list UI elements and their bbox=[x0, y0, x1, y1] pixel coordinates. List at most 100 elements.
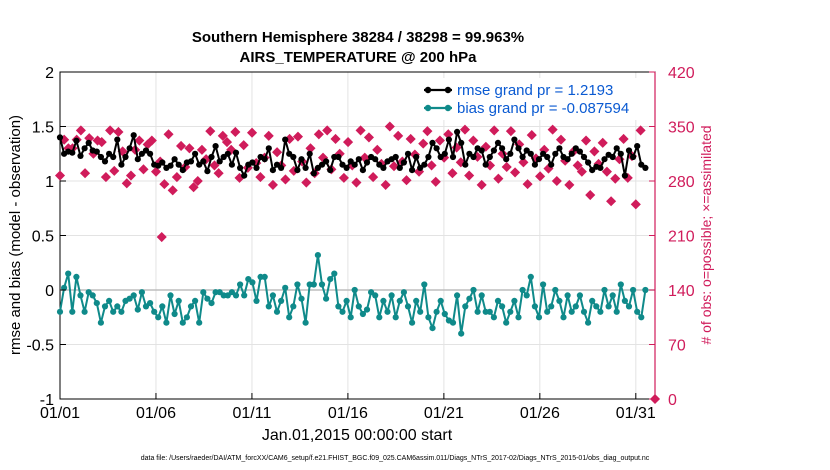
obs-marker-10 bbox=[96, 137, 107, 148]
rmse-point-141 bbox=[634, 143, 641, 150]
rmse-point-27 bbox=[167, 162, 174, 169]
rmse-point-96 bbox=[449, 153, 457, 161]
rmse-point-127 bbox=[576, 148, 584, 155]
rmse-point-0 bbox=[56, 134, 64, 141]
rmse-point-94 bbox=[441, 150, 448, 157]
rmse-point-48 bbox=[253, 164, 260, 171]
bias-point-87 bbox=[413, 297, 420, 304]
obs-marker-80 bbox=[388, 161, 400, 172]
obs-marker-5 bbox=[75, 125, 86, 136]
rmse-point-85 bbox=[404, 150, 412, 157]
rmse-point-57 bbox=[290, 153, 297, 161]
obs-marker-115 bbox=[535, 171, 546, 182]
rmse-point-9 bbox=[93, 148, 100, 155]
x-axis-label: Jan.01,2015 00:00:00 start bbox=[262, 427, 453, 444]
bias-point-64 bbox=[318, 281, 326, 288]
obs-marker-75 bbox=[368, 172, 379, 183]
obs-marker-88 bbox=[422, 126, 433, 137]
obs-marker-125 bbox=[576, 166, 587, 177]
bias-point-101 bbox=[470, 286, 477, 294]
bias-point-141 bbox=[634, 308, 641, 315]
obs-marker-101 bbox=[476, 179, 487, 190]
bias-point-139 bbox=[625, 303, 633, 310]
obs-marker-54 bbox=[280, 174, 291, 185]
rmse-point-79 bbox=[380, 164, 387, 171]
tick-label-right-1: 70 bbox=[668, 338, 686, 355]
rmse-point-44 bbox=[237, 164, 244, 171]
bias-point-122 bbox=[556, 297, 563, 304]
obs-marker-71 bbox=[351, 177, 362, 188]
obs-marker-93 bbox=[443, 129, 454, 140]
obs-marker-89 bbox=[426, 160, 437, 171]
rmse-point-36 bbox=[204, 168, 211, 175]
bias-point-65 bbox=[323, 295, 330, 302]
obs-marker-79 bbox=[384, 121, 395, 132]
obs-marker-17 bbox=[125, 170, 137, 181]
legend-bias-label: bias grand pr = -0.087594 bbox=[457, 100, 629, 117]
rmse-point-3 bbox=[69, 149, 76, 156]
bias-point-36 bbox=[204, 295, 211, 302]
bias-point-52 bbox=[269, 292, 276, 299]
obs-marker-74 bbox=[363, 132, 374, 143]
rmse-point-30 bbox=[179, 167, 186, 174]
bias-point-10 bbox=[97, 319, 104, 326]
bias-point-20 bbox=[138, 289, 145, 296]
tick-label-x-3: 01/16 bbox=[328, 405, 368, 422]
bias-point-108 bbox=[499, 303, 506, 310]
bias-point-96 bbox=[449, 319, 457, 326]
obs-marker-90 bbox=[430, 176, 441, 187]
chart-title-line1: Southern Hemisphere 38284 / 38298 = 99.9… bbox=[192, 29, 524, 46]
bias-point-74 bbox=[359, 310, 366, 318]
rmse-point-70 bbox=[343, 164, 350, 171]
obs-marker-32 bbox=[188, 182, 199, 193]
rmse-point-124 bbox=[564, 156, 571, 163]
bias-point-12 bbox=[106, 297, 113, 304]
axis-ticks: -1 -0.5 0 0.5 1 1.5 2 01/01 01/06 01/11 01/16 01/21… bbox=[26, 65, 694, 422]
tick-label-x-5: 01/26 bbox=[520, 405, 560, 422]
rmse-point-15 bbox=[118, 161, 125, 168]
rmse-point-50 bbox=[261, 156, 268, 163]
rmse-point-92 bbox=[433, 145, 440, 152]
obs-marker-12 bbox=[105, 125, 116, 136]
rmse-point-104 bbox=[482, 161, 489, 168]
bias-point-66 bbox=[327, 276, 334, 283]
tick-label-right-4: 280 bbox=[668, 174, 695, 191]
rmse-point-90 bbox=[425, 153, 432, 161]
bias-point-0 bbox=[56, 308, 64, 315]
bias-point-4 bbox=[73, 273, 80, 280]
bias-point-106 bbox=[490, 314, 497, 321]
rmse-point-33 bbox=[192, 150, 199, 157]
rmse-point-47 bbox=[249, 159, 256, 166]
bias-point-123 bbox=[560, 314, 567, 321]
bias-point-120 bbox=[548, 303, 555, 310]
bias-point-119 bbox=[544, 308, 551, 315]
tick-label-right-0: 0 bbox=[668, 392, 677, 409]
tick-label-left-4: 1 bbox=[45, 174, 54, 191]
rmse-point-37 bbox=[208, 153, 215, 161]
obs-marker-57 bbox=[292, 131, 304, 142]
rmse-point-29 bbox=[175, 161, 182, 168]
bias-point-113 bbox=[519, 286, 526, 294]
obs-marker-late-high bbox=[635, 125, 646, 136]
obs-marker-107 bbox=[501, 161, 512, 173]
bias-point-67 bbox=[331, 270, 338, 277]
bias-point-109 bbox=[503, 319, 510, 326]
obs-marker-66 bbox=[330, 133, 341, 145]
rmse-point-54 bbox=[278, 164, 285, 171]
rmse-point-101 bbox=[470, 153, 477, 161]
rmse-point-112 bbox=[515, 145, 522, 152]
bias-point-9 bbox=[93, 300, 100, 307]
bias-point-115 bbox=[527, 273, 534, 280]
rmse-point-11 bbox=[101, 158, 109, 165]
rmse-point-61 bbox=[306, 150, 313, 157]
rmse-point-6 bbox=[81, 145, 88, 152]
obs-marker-135 bbox=[618, 133, 629, 145]
rmse-point-113 bbox=[519, 153, 526, 161]
tick-label-right-3: 210 bbox=[668, 229, 695, 246]
obs-marker-20 bbox=[138, 164, 149, 175]
obs-marker-120 bbox=[555, 134, 567, 145]
obs-marker-50 bbox=[263, 130, 274, 141]
rmse-point-58 bbox=[294, 167, 301, 174]
rmse-point-121 bbox=[552, 150, 559, 157]
bias-point-48 bbox=[253, 297, 260, 304]
